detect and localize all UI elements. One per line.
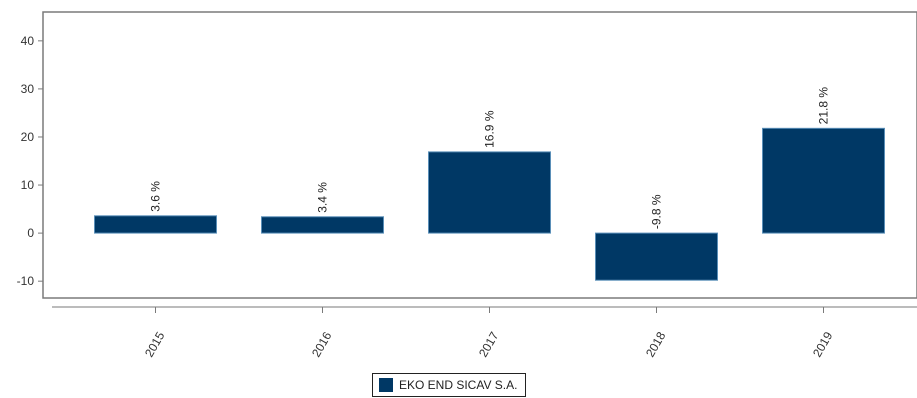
x-tick-label-2017: 2017 — [476, 329, 502, 359]
x-tick-label-2016: 2016 — [309, 329, 335, 359]
y-tick-label: 40 — [21, 34, 35, 48]
x-tick-label-2019: 2019 — [810, 329, 836, 359]
data-label-2017: 16.9 % — [483, 110, 497, 148]
x-tick-label-2015: 2015 — [142, 329, 168, 359]
data-label-2015: 3.6 % — [149, 181, 163, 212]
y-tick-label: 10 — [21, 178, 35, 192]
bars — [94, 127, 885, 281]
legend-label: EKO END SICAV S.A. — [399, 378, 518, 392]
y-tick-label: 30 — [21, 82, 35, 96]
y-tick-label: 0 — [27, 226, 34, 240]
data-label-2016: 3.4 % — [316, 182, 330, 213]
data-labels: 3.6 % 3.4 % 16.9 % -9.8 % 21.8 % — [149, 87, 831, 229]
legend: EKO END SICAV S.A. — [372, 373, 527, 397]
data-label-2019: 21.8 % — [817, 87, 831, 125]
bar-2017 — [428, 151, 551, 234]
y-axis-ticks: -10 0 10 20 30 40 — [17, 34, 43, 288]
bar-2019 — [762, 127, 885, 234]
bar-2016 — [261, 216, 384, 234]
x-axis-ticks: 2015 2016 2017 2018 2019 — [142, 307, 836, 360]
y-tick-label: -10 — [17, 274, 35, 288]
legend-swatch — [379, 378, 393, 392]
bar-2018 — [595, 232, 718, 281]
x-tick-label-2018: 2018 — [643, 329, 669, 359]
bar-2015 — [94, 215, 217, 234]
data-label-2018: -9.8 % — [650, 194, 664, 229]
y-tick-label: 20 — [21, 130, 35, 144]
